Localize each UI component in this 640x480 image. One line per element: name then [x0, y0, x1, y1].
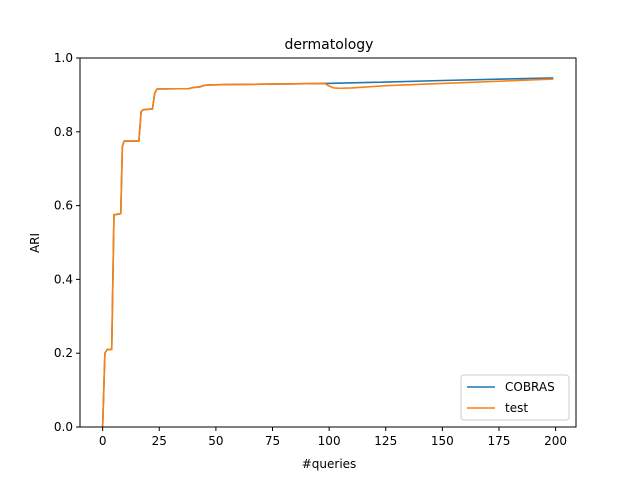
y-tick-label: 1.0 — [54, 51, 73, 65]
x-tick-label: 175 — [488, 434, 511, 448]
y-tick-label: 0.0 — [54, 420, 73, 434]
chart-title: dermatology — [285, 37, 374, 53]
series-line-test — [101, 78, 554, 428]
legend-label: COBRAS — [505, 380, 555, 394]
y-tick-label: 0.2 — [54, 346, 73, 360]
x-tick-label: 100 — [318, 434, 341, 448]
y-tick-label: 0.8 — [54, 125, 73, 139]
series-lines — [101, 77, 554, 428]
x-tick-label: 50 — [208, 434, 223, 448]
legend: COBRAS test — [460, 374, 570, 421]
legend-label: test — [505, 401, 528, 415]
y-tick-label: 0.4 — [54, 272, 73, 286]
y-tick-label: 0.6 — [54, 199, 73, 213]
x-tick-label: 0 — [99, 434, 107, 448]
x-axis-label: #queries — [302, 457, 357, 471]
x-tick-label: 200 — [544, 434, 567, 448]
x-tick-label: 125 — [374, 434, 397, 448]
plot-frame — [79, 57, 577, 428]
x-axis-ticks: 0 25 50 75 100 125 150 175 200 — [99, 427, 567, 448]
y-axis-label: ARI — [28, 233, 42, 253]
x-tick-label: 75 — [265, 434, 280, 448]
x-tick-label: 150 — [431, 434, 454, 448]
y-axis-ticks: 0.0 0.2 0.4 0.6 0.8 1.0 — [54, 51, 80, 434]
x-tick-label: 25 — [152, 434, 167, 448]
